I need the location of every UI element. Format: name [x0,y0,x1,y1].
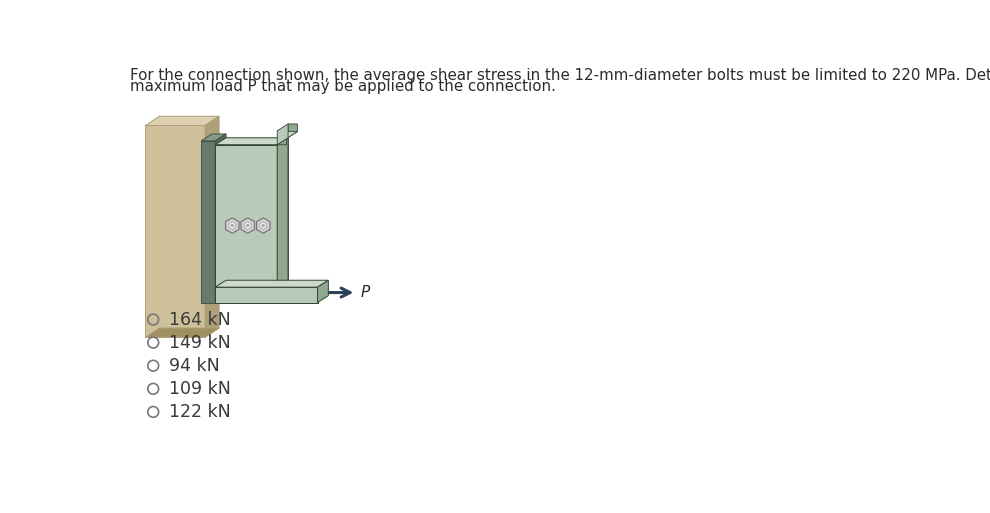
Polygon shape [277,132,297,139]
Polygon shape [277,124,297,145]
Text: 94 kN: 94 kN [168,357,220,374]
Polygon shape [226,138,288,295]
Text: P: P [360,285,369,300]
Polygon shape [229,222,236,229]
Polygon shape [215,134,226,303]
Text: 149 kN: 149 kN [168,333,231,351]
Polygon shape [146,309,159,337]
Polygon shape [260,222,266,229]
Polygon shape [256,218,270,233]
Circle shape [247,224,249,227]
Polygon shape [277,138,288,303]
Polygon shape [215,280,329,287]
Circle shape [231,224,234,227]
Circle shape [261,224,264,227]
Polygon shape [146,116,219,126]
Text: 122 kN: 122 kN [168,403,231,421]
Polygon shape [215,287,318,303]
Polygon shape [146,126,205,337]
Polygon shape [245,222,251,229]
Polygon shape [201,134,226,141]
Polygon shape [241,218,254,233]
Text: For the connection shown, the average shear stress in the 12-mm-diameter bolts m: For the connection shown, the average sh… [130,68,990,83]
Polygon shape [215,138,288,145]
Polygon shape [277,124,288,145]
Text: 164 kN: 164 kN [168,310,231,328]
Polygon shape [201,141,215,303]
Polygon shape [146,328,219,337]
Text: 109 kN: 109 kN [168,380,231,398]
Polygon shape [215,145,277,303]
Text: maximum load P that may be applied to the connection.: maximum load P that may be applied to th… [130,78,555,93]
Polygon shape [226,218,239,233]
Polygon shape [318,280,329,303]
Polygon shape [205,116,219,337]
